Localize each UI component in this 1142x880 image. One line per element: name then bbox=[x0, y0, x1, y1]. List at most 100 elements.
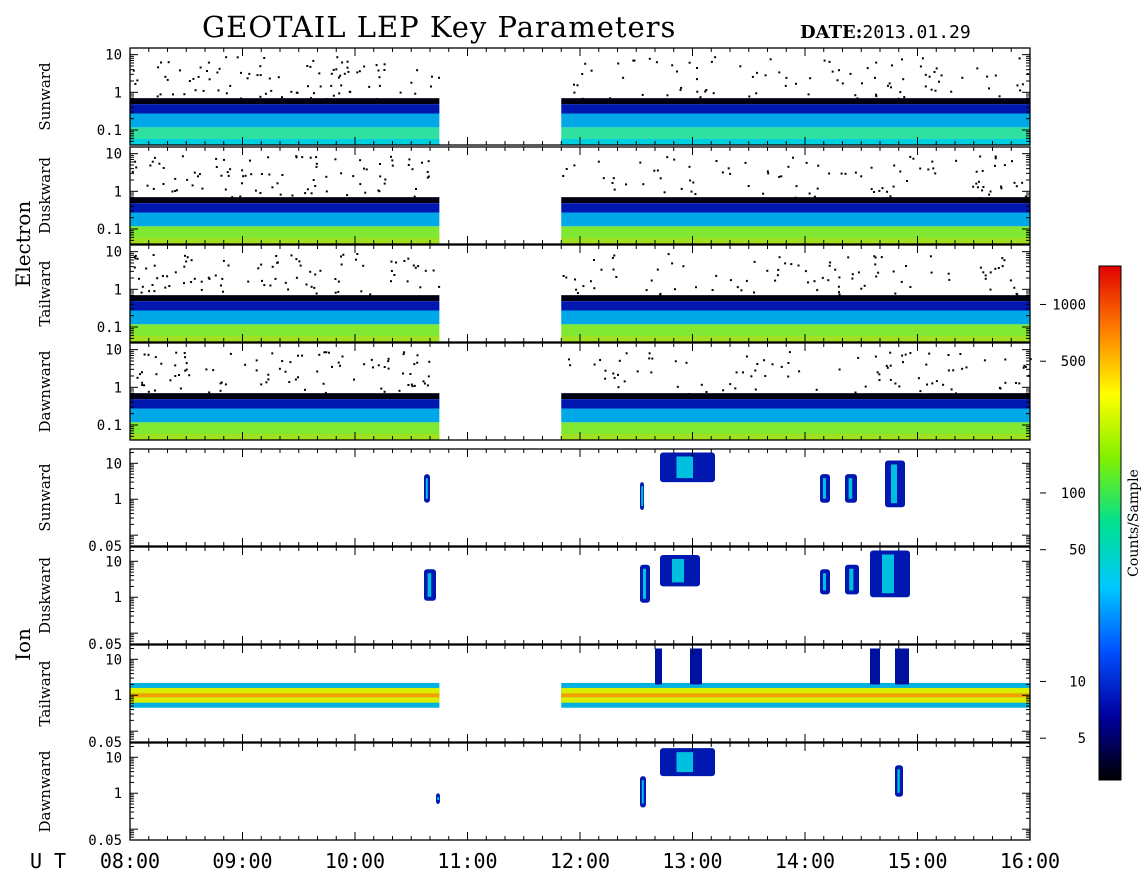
noise-dot bbox=[680, 86, 683, 89]
noise-dot bbox=[952, 369, 955, 372]
date-value: 2013.01.29 bbox=[862, 22, 971, 43]
noise-dot bbox=[287, 288, 290, 291]
noise-dot bbox=[838, 69, 840, 72]
noise-dot bbox=[365, 168, 368, 171]
noise-dot bbox=[581, 73, 584, 75]
noise-dot bbox=[153, 264, 156, 267]
noise-dot bbox=[838, 291, 840, 294]
noise-dot bbox=[904, 353, 907, 356]
noise-dot bbox=[310, 192, 313, 195]
x-tick-label: 10:00 bbox=[325, 849, 385, 873]
noise-dot bbox=[1015, 185, 1018, 188]
noise-dot bbox=[880, 256, 883, 259]
noise-dot bbox=[407, 164, 410, 166]
noise-dot bbox=[813, 280, 816, 283]
noise-dot bbox=[562, 275, 565, 277]
noise-dot bbox=[220, 284, 222, 287]
y-tick-label: 10 bbox=[105, 456, 122, 472]
noise-dot bbox=[921, 57, 924, 60]
noise-dot bbox=[729, 172, 732, 175]
noise-dot bbox=[776, 274, 779, 277]
y-tick-label: 0.05 bbox=[88, 833, 122, 849]
noise-dot bbox=[928, 352, 931, 355]
noise-dot bbox=[179, 387, 182, 390]
noise-dot bbox=[324, 391, 327, 394]
noise-dot bbox=[639, 161, 642, 164]
noise-dot bbox=[692, 181, 695, 184]
noise-dot bbox=[143, 384, 146, 387]
noise-dot bbox=[874, 355, 877, 358]
panel-label: Dawnward bbox=[36, 750, 54, 832]
panel-electron-sunward: 10 1 0.1 Sunward bbox=[36, 47, 1031, 146]
ion-blob-core bbox=[848, 478, 853, 499]
noise-dot bbox=[219, 382, 222, 385]
ion-blob-core bbox=[672, 558, 684, 583]
noise-dot bbox=[241, 169, 244, 172]
noise-dot bbox=[424, 269, 427, 272]
noise-dot bbox=[1021, 83, 1024, 86]
noise-dot bbox=[870, 188, 873, 191]
noise-dot bbox=[599, 359, 602, 361]
band-low bbox=[130, 203, 440, 213]
noise-dot bbox=[834, 268, 837, 271]
noise-dot bbox=[316, 370, 319, 373]
noise-dot bbox=[208, 78, 211, 81]
noise-dot bbox=[224, 188, 227, 191]
noise-dot bbox=[200, 288, 203, 291]
noise-dot bbox=[284, 281, 287, 284]
ion-blob-core bbox=[427, 573, 432, 597]
noise-dot bbox=[902, 78, 905, 81]
noise-dot bbox=[774, 279, 777, 282]
noise-dot bbox=[379, 175, 382, 178]
noise-dot bbox=[744, 161, 747, 164]
noise-dot bbox=[383, 182, 386, 185]
noise-dot bbox=[816, 289, 819, 292]
noise-dot bbox=[175, 189, 178, 192]
noise-dot bbox=[151, 160, 154, 163]
noise-dot bbox=[175, 351, 178, 354]
noise-dot bbox=[988, 193, 991, 196]
noise-dot bbox=[254, 189, 257, 192]
panel-electron-tailward: 10 1 0.1 Tailward bbox=[36, 244, 1031, 343]
noise-dot bbox=[1016, 84, 1019, 87]
noise-dot bbox=[315, 292, 318, 295]
noise-dot bbox=[875, 93, 877, 96]
noise-dot bbox=[158, 162, 161, 165]
noise-dot bbox=[362, 264, 365, 267]
noise-dot bbox=[395, 261, 397, 264]
band-mid bbox=[561, 113, 1030, 128]
noise-dot bbox=[680, 187, 683, 190]
noise-dot bbox=[313, 92, 315, 95]
noise-dot bbox=[575, 288, 578, 291]
noise-dot bbox=[239, 195, 242, 198]
noise-dot bbox=[648, 352, 651, 355]
colorbar-label: Counts/Sample bbox=[1126, 469, 1142, 577]
colorbar-tick-label: 100 bbox=[1061, 486, 1086, 502]
noise-dot bbox=[312, 179, 315, 181]
noise-dot bbox=[924, 73, 927, 76]
noise-dot bbox=[745, 279, 748, 282]
noise-dot bbox=[335, 68, 338, 71]
noise-dot bbox=[766, 170, 769, 173]
noise-dot bbox=[787, 362, 790, 364]
colorbar-tick-label: 5 bbox=[1078, 731, 1086, 747]
noise-dot bbox=[291, 194, 294, 197]
noise-dot bbox=[411, 385, 414, 388]
noise-dot bbox=[153, 290, 156, 293]
noise-dot bbox=[674, 360, 677, 363]
noise-dot bbox=[257, 267, 260, 270]
noise-dot bbox=[617, 386, 620, 389]
noise-dot bbox=[341, 355, 344, 358]
noise-dot bbox=[310, 285, 313, 288]
noise-dot bbox=[188, 80, 191, 82]
noise-dot bbox=[281, 174, 284, 176]
noise-dot bbox=[849, 72, 852, 75]
band-low bbox=[130, 104, 440, 114]
noise-dot bbox=[617, 62, 620, 65]
noise-dot bbox=[368, 85, 371, 88]
noise-dot bbox=[301, 156, 304, 159]
noise-dot bbox=[604, 377, 607, 380]
x-tick-label: 15:00 bbox=[887, 849, 947, 873]
noise-dot bbox=[295, 156, 298, 159]
noise-dot bbox=[666, 94, 669, 97]
